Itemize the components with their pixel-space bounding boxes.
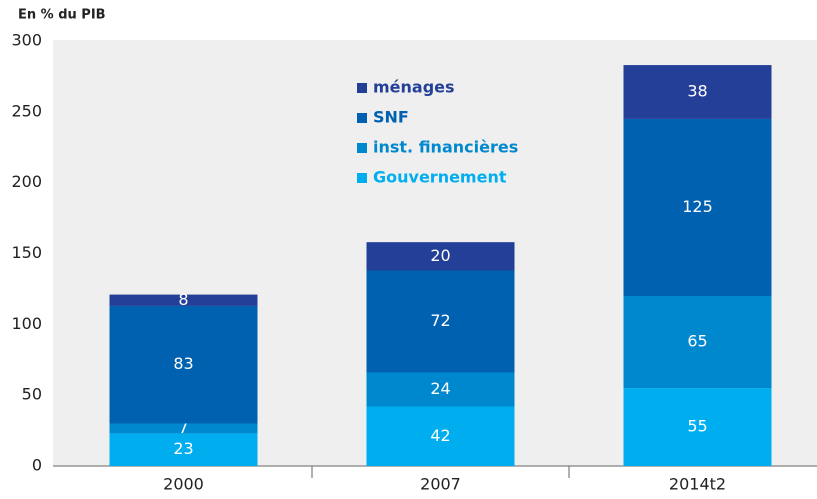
- value-label: 24: [430, 379, 450, 398]
- y-tick-label: 150: [11, 243, 42, 262]
- x-tick-label: 2000: [163, 475, 204, 494]
- legend-swatch: [357, 143, 367, 153]
- bar-segment: [623, 388, 772, 466]
- bar-segment: [366, 242, 515, 271]
- y-tick-label: 250: [11, 101, 42, 120]
- legend-swatch: [357, 113, 367, 123]
- value-label: 20: [430, 246, 450, 265]
- y-axis-label: En % du PIB: [18, 8, 106, 23]
- y-tick-label: 200: [11, 172, 42, 191]
- bar-segment: [366, 372, 515, 407]
- value-label: 23: [173, 439, 193, 458]
- bar-segment: [366, 270, 515, 373]
- bar-segment: [366, 406, 515, 466]
- x-tick-label: 2007: [420, 475, 461, 494]
- value-label: 72: [430, 311, 450, 330]
- legend-swatch: [357, 83, 367, 93]
- y-tick-label: 100: [11, 314, 42, 333]
- y-tick-label: 0: [32, 456, 42, 475]
- legend-label: ménages: [373, 78, 455, 97]
- bar-segment: [109, 305, 258, 424]
- bar-segment: [623, 118, 772, 297]
- y-tick-label: 300: [11, 31, 42, 50]
- legend-label: inst. financières: [373, 138, 518, 157]
- bar-segment: [109, 294, 258, 306]
- y-tick-label: 50: [22, 385, 42, 404]
- bar-segment: [623, 296, 772, 389]
- bar-segment: [109, 423, 258, 434]
- bar-segment: [623, 65, 772, 119]
- value-label: 42: [430, 426, 450, 445]
- legend-label: SNF: [373, 108, 409, 127]
- value-label: 8: [178, 290, 188, 309]
- value-label: 65: [687, 332, 707, 351]
- value-label: 125: [682, 197, 713, 216]
- x-tick-label: 2014t2: [669, 475, 726, 494]
- bar-segment: [109, 433, 258, 466]
- value-label: 38: [687, 82, 707, 101]
- value-label: 83: [173, 354, 193, 373]
- legend-swatch: [357, 173, 367, 183]
- value-label: 7: [178, 418, 188, 437]
- value-label: 55: [687, 417, 707, 436]
- legend-label: Gouvernement: [373, 168, 507, 187]
